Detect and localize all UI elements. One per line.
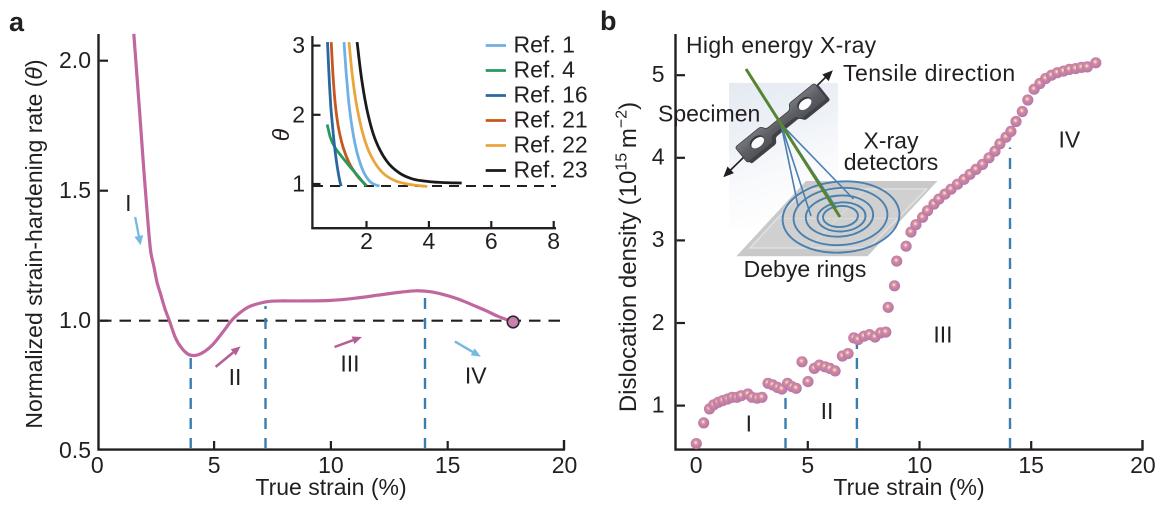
svg-text:II: II: [229, 364, 242, 390]
svg-text:10: 10: [907, 452, 933, 478]
svg-text:detectors: detectors: [844, 149, 939, 175]
svg-text:1: 1: [292, 171, 305, 197]
svg-text:Specimen: Specimen: [658, 101, 760, 127]
svg-text:Normalized strain-hardening ra: Normalized strain-hardening rate (θ): [21, 59, 47, 428]
svg-text:X-ray: X-ray: [864, 128, 919, 154]
svg-text:III: III: [933, 322, 952, 348]
svg-text:Tensile direction: Tensile direction: [843, 60, 1016, 86]
svg-text:Ref. 16: Ref. 16: [514, 82, 588, 108]
svg-text:I: I: [125, 190, 131, 216]
svg-text:Ref. 23: Ref. 23: [514, 157, 588, 183]
svg-text:10: 10: [318, 452, 344, 478]
svg-text:Ref. 22: Ref. 22: [514, 132, 588, 158]
svg-text:5: 5: [208, 452, 221, 478]
svg-text:4: 4: [423, 228, 436, 254]
svg-text:20: 20: [1130, 452, 1156, 478]
svg-text:15: 15: [435, 452, 461, 478]
svg-text:Ref. 4: Ref. 4: [514, 57, 576, 83]
svg-text:0: 0: [690, 452, 703, 478]
svg-text:High energy X-ray: High energy X-ray: [686, 32, 877, 58]
svg-text:5: 5: [652, 61, 665, 87]
svg-text:2: 2: [652, 309, 665, 335]
svg-text:θ: θ: [268, 128, 294, 141]
svg-text:True strain (%): True strain (%): [833, 474, 984, 500]
svg-text:3: 3: [292, 32, 305, 58]
svg-text:15: 15: [1018, 452, 1044, 478]
svg-text:Ref. 1: Ref. 1: [514, 32, 575, 58]
svg-text:0: 0: [91, 452, 104, 478]
svg-text:20: 20: [552, 452, 578, 478]
svg-text:8: 8: [547, 228, 560, 254]
svg-text:6: 6: [485, 228, 498, 254]
svg-text:a: a: [9, 7, 25, 37]
svg-text:b: b: [600, 6, 617, 36]
svg-text:True strain (%): True strain (%): [255, 474, 406, 500]
svg-text:2: 2: [360, 228, 373, 254]
svg-text:1: 1: [652, 391, 665, 417]
svg-text:2: 2: [292, 101, 305, 127]
svg-text:Ref. 21: Ref. 21: [514, 107, 588, 133]
svg-text:III: III: [340, 351, 359, 377]
svg-text:0.5: 0.5: [59, 437, 91, 463]
svg-text:1.0: 1.0: [59, 307, 91, 333]
svg-text:I: I: [746, 410, 752, 436]
svg-text:IV: IV: [465, 363, 487, 389]
svg-text:5: 5: [801, 452, 814, 478]
svg-text:Dislocation density (1015 m−2): Dislocation density (1015 m−2): [614, 102, 643, 412]
svg-text:3: 3: [652, 226, 665, 252]
svg-text:2.0: 2.0: [59, 47, 91, 73]
svg-text:Debye rings: Debye rings: [744, 256, 867, 282]
svg-text:1.5: 1.5: [59, 177, 91, 203]
svg-text:II: II: [821, 398, 834, 424]
svg-text:IV: IV: [1059, 126, 1081, 152]
svg-text:4: 4: [652, 144, 665, 170]
